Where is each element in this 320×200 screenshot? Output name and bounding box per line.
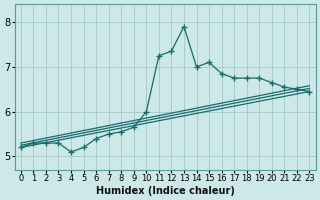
X-axis label: Humidex (Indice chaleur): Humidex (Indice chaleur) xyxy=(96,186,235,196)
